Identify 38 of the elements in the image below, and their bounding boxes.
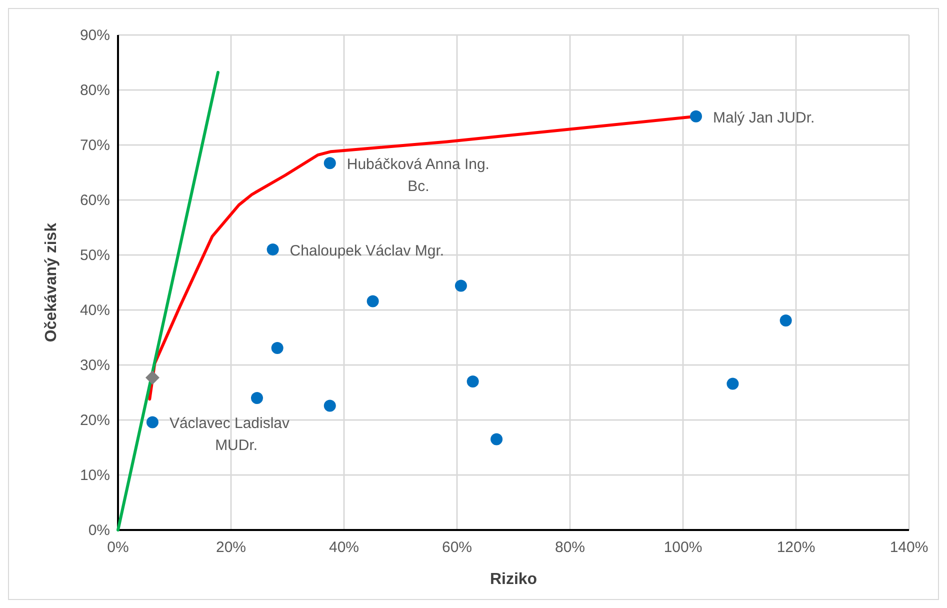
x-tick-label: 20%: [216, 539, 246, 556]
point: [780, 314, 792, 326]
y-tick-label: 30%: [80, 357, 110, 374]
x-tick-label: 0%: [107, 539, 129, 556]
annotation: Václavec Ladislav MUDr.: [169, 415, 290, 454]
point: [726, 378, 739, 390]
y-axis-title: Očekávaný zisk: [43, 222, 60, 342]
y-tick-label: 60%: [80, 192, 110, 209]
y-tick-label: 0%: [88, 522, 110, 539]
point: [690, 110, 702, 122]
x-axis-title: Riziko: [490, 571, 538, 588]
y-tick-label: 90%: [80, 27, 110, 44]
point: [271, 342, 284, 354]
point: [366, 295, 379, 308]
y-tick-label: 10%: [80, 467, 110, 484]
x-tick-label: 140%: [890, 539, 928, 556]
x-tick-label: 40%: [328, 539, 360, 556]
point: [490, 433, 503, 446]
point: [324, 157, 336, 170]
y-tick-label: 40%: [80, 302, 110, 319]
y-tick-label: 70%: [80, 137, 110, 154]
point: [145, 370, 160, 385]
annotation: Hubáčková Anna Ing. Bc.: [346, 156, 490, 196]
y-tick-label: 20%: [80, 412, 110, 429]
point: [324, 400, 336, 412]
y-tick-label: 50%: [80, 247, 110, 264]
point: [250, 392, 263, 404]
point: [146, 416, 158, 428]
annotation: Chaloupek Václav Mgr.: [290, 242, 444, 260]
point: [266, 244, 279, 256]
y-tick-label: 80%: [80, 82, 110, 99]
annotation: Malý Jan JUDr.: [712, 109, 815, 126]
x-tick-label: 120%: [776, 539, 816, 556]
x-tick-label: 100%: [664, 539, 702, 556]
point: [466, 376, 479, 388]
x-tick-label: 60%: [442, 539, 472, 556]
point: [454, 280, 467, 292]
x-tick-label: 80%: [554, 539, 586, 556]
